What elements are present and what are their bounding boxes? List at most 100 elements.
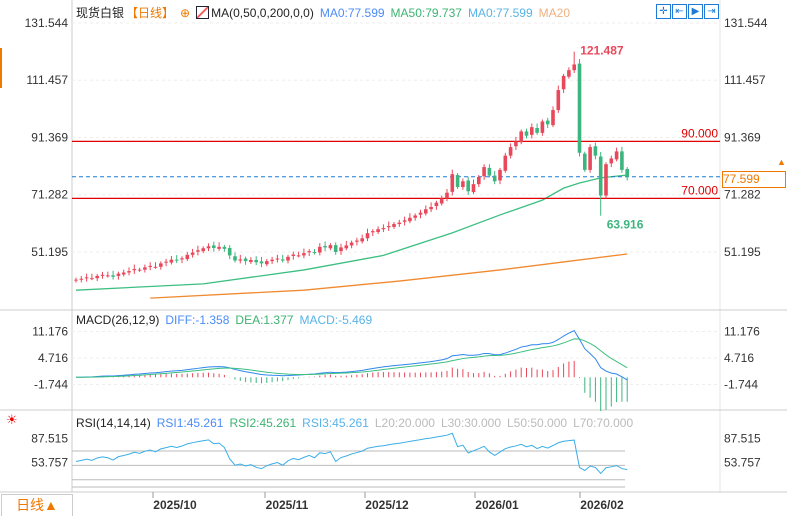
candle-body xyxy=(376,229,380,233)
date-label: 2025/10 xyxy=(153,498,197,512)
macd-tick-right: -1.744 xyxy=(724,377,758,391)
period-tag[interactable]: 【日线】 xyxy=(126,6,175,20)
candle-body xyxy=(249,259,253,262)
candle-body xyxy=(185,254,190,260)
candle-body xyxy=(445,192,449,199)
candle-body xyxy=(477,177,481,185)
macd-tick-left: 4.716 xyxy=(38,351,68,365)
period-button[interactable]: 日线▲ xyxy=(1,494,73,516)
candle-body xyxy=(137,269,142,271)
candle-body xyxy=(333,245,338,252)
candle-body xyxy=(190,252,195,255)
candle-body xyxy=(291,254,296,256)
candle-body xyxy=(238,259,243,261)
candle-body xyxy=(180,258,184,260)
candle-body xyxy=(577,63,582,153)
candle-body xyxy=(217,246,221,249)
price-tick-left: 71.282 xyxy=(31,188,68,202)
candle-body xyxy=(169,259,174,263)
candle-body xyxy=(450,174,455,192)
settings-sun-icon[interactable]: ☀ xyxy=(6,412,18,427)
price-tick-right: 131.544 xyxy=(724,16,768,30)
candle-body xyxy=(307,251,311,253)
max-price-annotation: 121.487 xyxy=(580,44,624,58)
add-indicator-icon[interactable]: ⊕ xyxy=(180,5,191,20)
ma50-line xyxy=(75,174,628,291)
price-tick-right: 111.457 xyxy=(724,73,766,87)
candle-body xyxy=(286,256,290,261)
candle-body xyxy=(551,110,555,126)
candle-body xyxy=(556,90,561,111)
diff-line xyxy=(75,330,628,381)
rsi-l20: L20:20.000 xyxy=(374,416,435,430)
price-tick-left: 51.195 xyxy=(31,245,68,259)
macd-diff: DIFF:-1.358 xyxy=(165,313,230,327)
candle-body xyxy=(159,263,163,267)
candle-body xyxy=(408,217,412,222)
price-tick-left: 91.369 xyxy=(31,130,68,144)
candle-body xyxy=(402,220,407,222)
macd-dea: DEA:1.377 xyxy=(235,313,294,327)
ma20-value: MA20 xyxy=(538,5,571,20)
candle-body xyxy=(296,255,301,257)
candle-body xyxy=(588,147,592,170)
candle-body xyxy=(461,181,465,188)
zoom-fit-icon[interactable]: ⇤ xyxy=(672,4,687,19)
candle-body xyxy=(604,164,608,196)
ma0b-value: MA0:77.599 xyxy=(467,5,533,20)
rsi-tick-left: 87.515 xyxy=(31,431,68,445)
candle-body xyxy=(79,278,84,280)
date-label: 2026/01 xyxy=(475,498,519,512)
rsi2-value: RSI2:45.261 xyxy=(229,416,297,430)
candle-body xyxy=(498,169,502,181)
candle-body xyxy=(84,277,89,279)
ma50-value: MA50:79.737 xyxy=(390,5,462,20)
macd-label[interactable]: MACD(26,12,9) xyxy=(76,313,160,327)
play-icon[interactable]: ▶ xyxy=(688,4,703,19)
scroll-up-icon[interactable]: ▲ xyxy=(777,157,786,167)
ma-params[interactable]: MA(0,50,0,200,0,0) xyxy=(211,5,314,20)
candle-body xyxy=(487,167,492,176)
candle-body xyxy=(434,202,439,207)
rsi-line xyxy=(75,432,628,475)
candle-body xyxy=(471,184,476,193)
candle-body xyxy=(508,147,513,156)
macd-tick-left: -1.744 xyxy=(34,377,68,391)
candle-body xyxy=(106,275,110,277)
ma0-value: MA0:77.599 xyxy=(319,5,385,20)
candle-body xyxy=(360,238,364,242)
candle-body xyxy=(424,209,428,214)
candle-body xyxy=(535,128,539,133)
candle-body xyxy=(132,269,137,271)
current-price-label: 77.599 xyxy=(722,171,786,188)
candle-body xyxy=(540,121,545,133)
date-label: 2025/11 xyxy=(266,498,309,512)
main-header: 现货白银 【日线】 ⊕ MA(0,50,0,200,0,0) MA0:77.59… xyxy=(76,4,570,21)
candle-body xyxy=(344,245,349,249)
rsi-l30: L30:30.000 xyxy=(440,416,501,430)
candle-body xyxy=(323,245,327,248)
exit-icon[interactable]: ⇥ xyxy=(704,4,719,19)
candle-body xyxy=(355,240,359,242)
price-tick-right: 71.282 xyxy=(724,188,761,202)
candle-body xyxy=(95,275,99,279)
candle-body xyxy=(455,175,460,188)
crosshair-icon[interactable]: ✛ xyxy=(656,4,671,19)
candle-body xyxy=(561,75,566,90)
ma-indicator-icon[interactable] xyxy=(196,6,210,19)
candle-body xyxy=(201,248,205,252)
candle-body xyxy=(530,127,534,135)
price-tick-left: 111.457 xyxy=(26,73,68,87)
candle-body xyxy=(492,175,497,182)
candle-body xyxy=(227,247,232,256)
macd-tick-right: 11.176 xyxy=(724,324,760,338)
symbol-name: 现货白银 xyxy=(76,6,125,20)
candle-body xyxy=(545,120,550,125)
price-tick-right: 91.369 xyxy=(724,130,761,144)
candle-body xyxy=(127,271,131,273)
rsi-l50: L50:50.000 xyxy=(507,416,568,430)
candle-body xyxy=(212,245,216,248)
candle-body xyxy=(524,131,529,136)
rsi-label[interactable]: RSI(14,14,14) xyxy=(76,416,151,430)
